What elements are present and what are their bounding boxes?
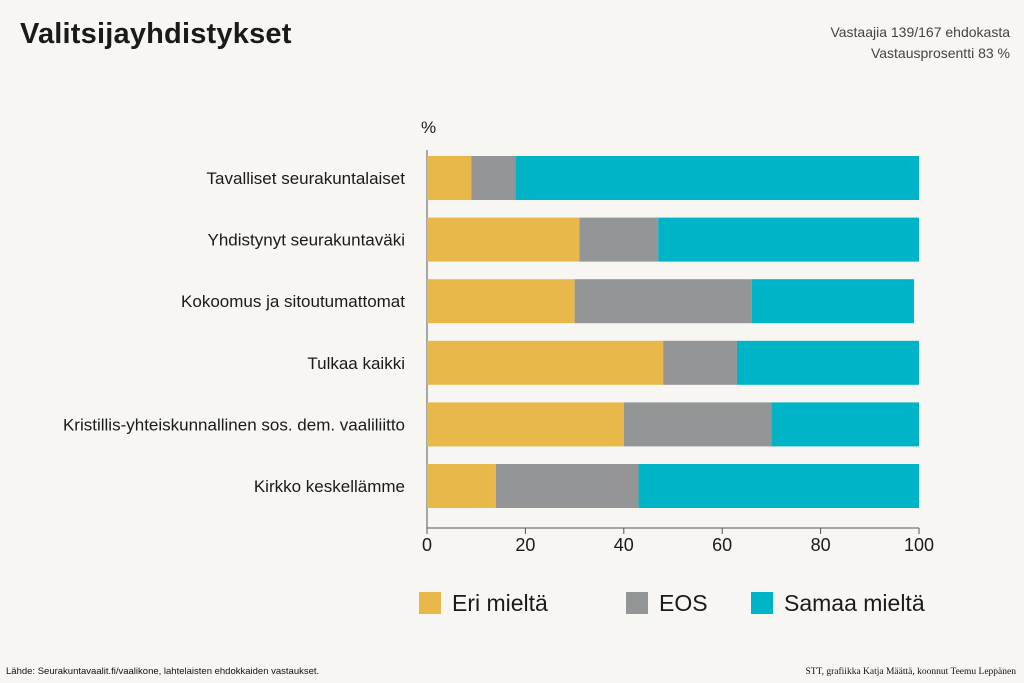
response-rate-text: Vastausprosentti 83 % <box>870 45 1010 61</box>
bar-segment <box>427 464 496 508</box>
bar-segment <box>771 402 919 447</box>
category-label: Kokoomus ja sitoutumattomat <box>181 292 405 311</box>
bar-segment <box>736 340 919 385</box>
source-note: Lähde: Seurakuntavaalit.fi/vaalikone, la… <box>6 666 320 677</box>
x-tick-label: 20 <box>515 535 535 555</box>
bar-segment <box>515 156 919 200</box>
category-label: Kristillis-yhteiskunnallinen sos. dem. v… <box>63 415 405 434</box>
axis-unit-label: % <box>421 118 436 137</box>
respondents-text: Vastaajia 139/167 ehdokasta <box>830 24 1010 40</box>
x-tick-label: 60 <box>712 535 732 555</box>
bar-segment <box>623 402 772 447</box>
category-label: Tavalliset seurakuntalaiset <box>207 169 406 188</box>
bar-segment <box>471 156 516 200</box>
x-tick-label: 40 <box>614 535 634 555</box>
x-tick-label: 80 <box>811 535 831 555</box>
bar-segment <box>427 279 575 324</box>
legend-swatch <box>751 592 773 614</box>
bar-segment <box>495 464 639 508</box>
bar-segment <box>427 156 472 200</box>
bar-segment <box>427 402 624 447</box>
bar-segment <box>574 279 752 324</box>
bar-segment <box>663 340 737 385</box>
credits-note: STT, grafiikka Katja Määttä, koonnut Tee… <box>805 667 1016 677</box>
bar-segment <box>427 217 580 262</box>
x-tick-label: 100 <box>904 535 934 555</box>
bar-segment <box>638 464 919 508</box>
category-label: Yhdistynyt seurakuntaväki <box>208 231 406 250</box>
bar-segment <box>579 217 659 262</box>
page-title: Valitsijayhdistykset <box>20 18 292 50</box>
survey-meta: Vastaajia 139/167 ehdokasta Vastausprose… <box>830 22 1010 64</box>
category-label: Kirkko keskellämme <box>254 477 405 496</box>
legend-swatch <box>626 592 648 614</box>
legend-swatch <box>419 592 441 614</box>
legend-label: Eri mieltä <box>452 590 548 616</box>
bar-segment <box>427 340 664 385</box>
x-tick-label: 0 <box>422 535 432 555</box>
bar-segment <box>751 279 915 324</box>
bar-segment <box>658 217 919 262</box>
legend-label: Samaa mieltä <box>784 590 925 616</box>
legend-label: EOS <box>659 590 708 616</box>
category-label: Tulkaa kaikki <box>307 354 405 373</box>
